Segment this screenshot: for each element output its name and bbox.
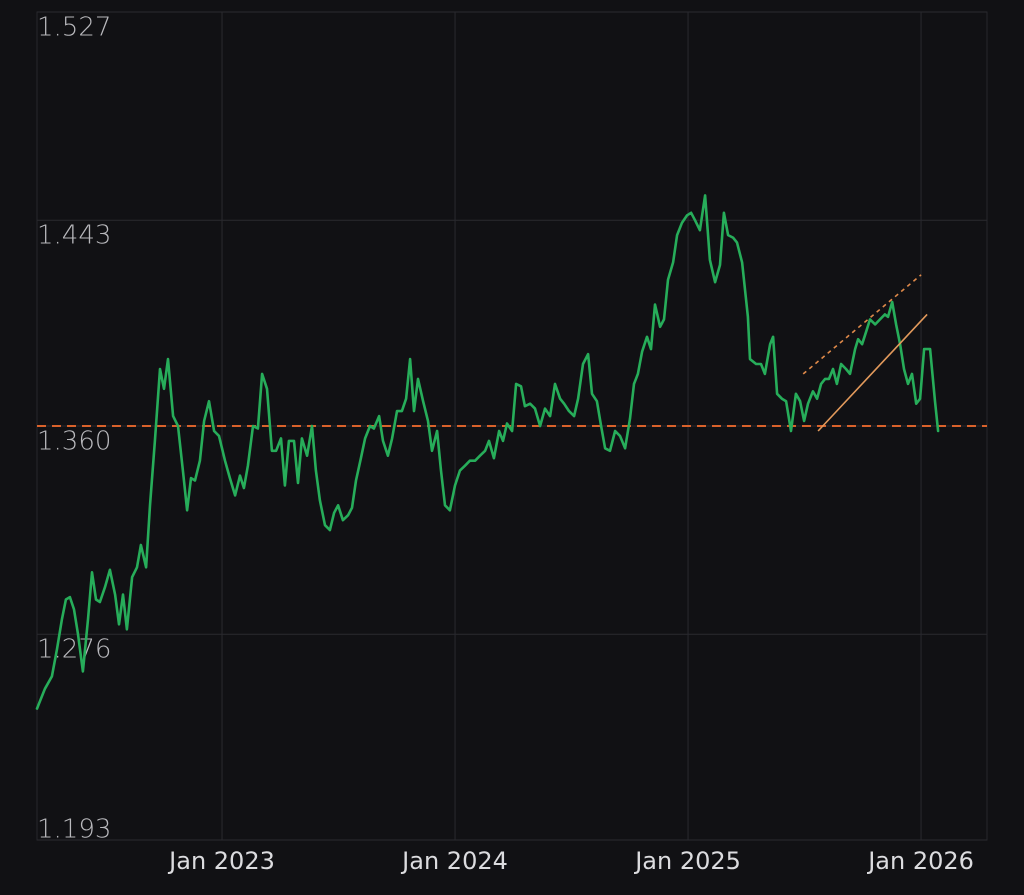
x-tick-label: Jan 2025 — [633, 847, 741, 875]
trend-line — [802, 274, 922, 375]
price-line — [35, 194, 940, 710]
x-tick-label: Jan 2026 — [866, 847, 974, 875]
trend-line — [817, 313, 928, 432]
y-tick-label: 1.443 — [37, 221, 111, 251]
y-tick-label: 1.276 — [37, 635, 111, 665]
x-tick-label: Jan 2023 — [167, 847, 275, 875]
y-tick-label: 1.193 — [37, 815, 111, 845]
y-tick-label: 1.527 — [37, 13, 111, 43]
y-tick-label: 1.360 — [37, 427, 111, 457]
x-tick-label: Jan 2024 — [400, 847, 508, 875]
